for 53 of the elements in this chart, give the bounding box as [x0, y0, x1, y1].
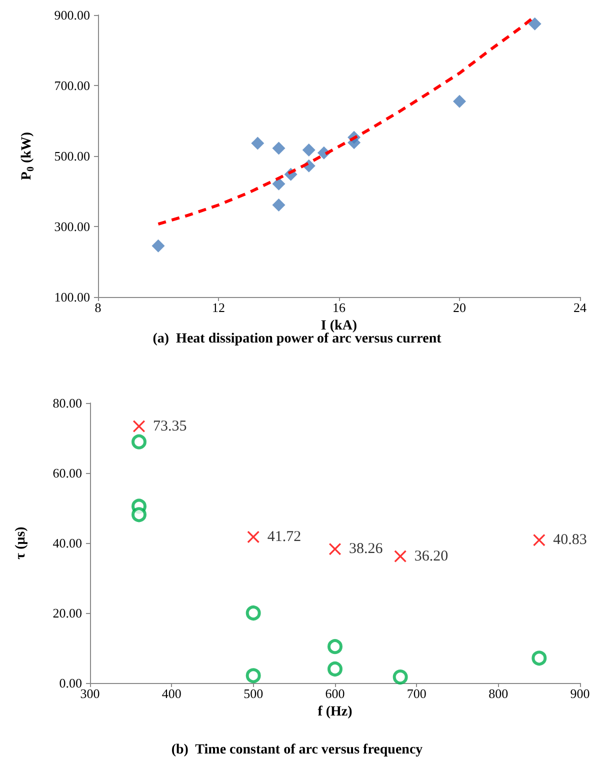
- point: [453, 94, 466, 108]
- x-tick-label: 900: [570, 686, 590, 701]
- y-tick-label: 0.00: [59, 676, 82, 690]
- point: [328, 662, 342, 676]
- data-label: 40.83: [553, 532, 587, 548]
- point: [132, 507, 146, 522]
- text: (b) Time constant of arc versus frequency: [171, 742, 423, 758]
- point: [272, 142, 286, 155]
- x-axis-title: f (Hz): [318, 704, 353, 720]
- x-tick-label: 700: [406, 686, 426, 701]
- point: [247, 530, 260, 543]
- y-tick-label: 60.00: [52, 466, 82, 480]
- data-label: 38.26: [349, 541, 384, 558]
- x-tick-label: 12: [212, 300, 225, 315]
- data-label: 73.35: [153, 418, 187, 434]
- point: [329, 543, 341, 556]
- point: [302, 144, 316, 157]
- y-tick-label: 500.00: [54, 148, 90, 164]
- x-tick-label: 16: [332, 300, 346, 315]
- x-tick-label: 600: [325, 686, 345, 701]
- data-label: 41.72: [267, 528, 302, 545]
- y-tick-label: 80.00: [52, 396, 82, 410]
- x-tick-label: 400: [162, 686, 182, 701]
- y-tick-label: 100.00: [54, 290, 90, 304]
- x-tick-label: 800: [488, 686, 508, 701]
- text: (a) Heat dissipation power of arc versus current: [152, 332, 442, 346]
- point: [246, 606, 261, 620]
- x-tick-label: 8: [94, 300, 102, 315]
- x-tick-label: 300: [80, 686, 100, 701]
- y-tick-label: 20.00: [52, 606, 82, 620]
- x-tick-label: 24: [574, 300, 587, 315]
- y-axis-title: P0 (kW): [20, 132, 36, 180]
- x-axis-title: I (kA): [320, 318, 358, 334]
- point: [132, 434, 146, 450]
- point: [272, 198, 286, 212]
- y-tick-label: 300.00: [54, 219, 90, 234]
- point: [394, 550, 406, 562]
- point: [532, 650, 547, 666]
- point: [152, 239, 165, 252]
- point: [251, 136, 264, 150]
- data-label: 36.20: [414, 548, 448, 564]
- point: [272, 177, 286, 190]
- point: [533, 534, 546, 546]
- point: [528, 17, 542, 30]
- point: [246, 668, 261, 684]
- point: [328, 639, 342, 654]
- y-axis-title: τ (μs): [14, 526, 28, 560]
- y-tick-label: 40.00: [52, 536, 82, 550]
- x-tick-label: 500: [244, 686, 264, 701]
- y-tick-label: 900.00: [54, 8, 90, 22]
- y-tick-label: 700.00: [54, 78, 90, 93]
- point: [392, 670, 408, 685]
- x-tick-label: 20: [453, 300, 466, 315]
